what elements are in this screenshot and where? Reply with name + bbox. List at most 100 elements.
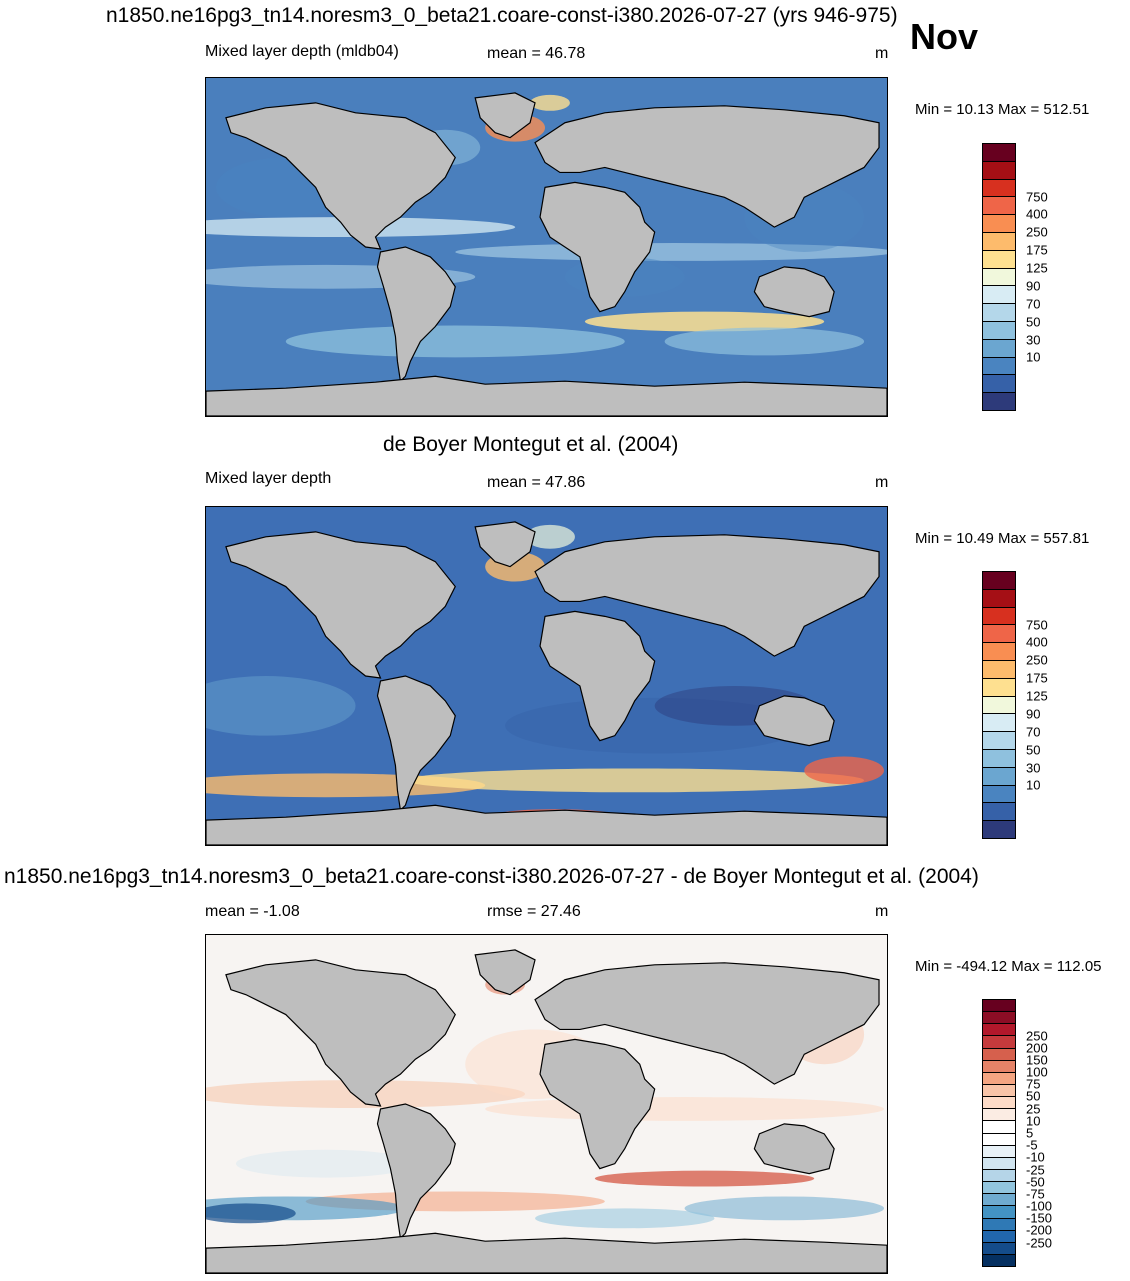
- units-label-model: m: [875, 45, 889, 62]
- colorbar-swatch-model-10: [983, 320, 1015, 339]
- ocean-feature-model-5: [664, 327, 865, 356]
- colorbar-swatch-diff-18: [983, 1217, 1015, 1230]
- colorbar-tick-diff-12: -50: [1026, 1174, 1045, 1190]
- land-south-america-diff: [376, 1103, 456, 1240]
- colorbar-swatch-diff-16: [983, 1193, 1015, 1206]
- map-diff: [205, 934, 888, 1274]
- ocean-feature-model-3: [584, 311, 825, 332]
- colorbar-swatch-obs-3: [983, 624, 1015, 643]
- colorbar-tick-model-9: 10: [1026, 349, 1041, 365]
- colorbar-swatch-diff-0: [983, 1000, 1015, 1012]
- ocean-feature-model-1: [455, 243, 887, 261]
- colorbar-tick-diff-6: 25: [1026, 1101, 1041, 1117]
- colorbar-tick-model-3: 175: [1026, 242, 1048, 258]
- month-label: Nov: [910, 16, 979, 57]
- colorbar-tick-diff-16: -200: [1026, 1222, 1053, 1238]
- colorbar-swatch-obs-10: [983, 748, 1015, 767]
- mean-label-obs: mean = 47.86: [487, 474, 586, 491]
- colorbar-swatch-obs-7: [983, 695, 1015, 714]
- colorbar-tick-diff-7: 10: [1026, 1113, 1041, 1129]
- land-eurasia-obs: [534, 534, 880, 657]
- colorbar-swatch-obs-13: [983, 802, 1015, 821]
- map-model: [205, 77, 888, 417]
- mean-label-model: mean = 46.78: [487, 45, 586, 62]
- ocean-feature-obs-2: [804, 756, 885, 785]
- colorbar-swatch-model-4: [983, 214, 1015, 232]
- colorbar-swatch-diff-14: [983, 1168, 1015, 1182]
- colorbar-swatch-obs-11: [983, 766, 1015, 785]
- ocean-feature-diff-7: [206, 1203, 296, 1224]
- colorbar-swatch-model-7: [983, 267, 1015, 286]
- colorbar-tick-model-1: 400: [1026, 206, 1048, 222]
- colorbar-tick-obs-7: 50: [1026, 742, 1041, 758]
- colorbar-swatch-model-8: [983, 285, 1015, 304]
- colorbar-swatch-diff-21: [983, 1253, 1015, 1267]
- colorbar-swatch-model-3: [983, 196, 1015, 215]
- land-antarctica-model: [206, 375, 887, 416]
- mean-label-diff: mean = -1.08: [205, 903, 300, 920]
- variable-label-model: Mixed layer depth (mldb04): [205, 43, 399, 60]
- minmax-label-diff: Min = -494.12 Max = 112.05: [915, 958, 1102, 975]
- rmse-label-diff: rmse = 27.46: [487, 903, 581, 920]
- ocean-feature-diff-8: [535, 1208, 715, 1229]
- colorbar-tick-obs-2: 250: [1026, 652, 1048, 668]
- colorbar-diff: [982, 999, 1016, 1267]
- land-africa-model: [539, 181, 656, 313]
- colorbar-swatch-model-1: [983, 160, 1015, 179]
- colorbar-swatch-diff-4: [983, 1047, 1015, 1060]
- colorbar-swatch-model-9: [983, 303, 1015, 321]
- land-greenland-model: [474, 92, 536, 139]
- colorbar-swatch-model-13: [983, 374, 1015, 393]
- colorbar-swatch-obs-8: [983, 713, 1015, 732]
- ocean-feature-obs-9: [206, 676, 356, 736]
- colorbar-tick-diff-0: 250: [1026, 1028, 1048, 1044]
- ocean-feature-diff-3: [594, 1170, 815, 1187]
- units-label-obs: m: [875, 474, 889, 491]
- colorbar-tick-model-2: 250: [1026, 224, 1048, 240]
- colorbar-tick-model-0: 750: [1026, 189, 1048, 205]
- ocean-feature-diff-6: [684, 1196, 885, 1221]
- colorbar-swatch-diff-5: [983, 1059, 1015, 1072]
- land-australia-model: [753, 266, 835, 318]
- ocean-feature-obs-1: [405, 768, 865, 793]
- colorbar-tick-obs-3: 175: [1026, 670, 1048, 686]
- colorbar-swatch-obs-1: [983, 588, 1015, 607]
- panel-title-diff: n1850.ne16pg3_tn14.noresm3_0_beta21.coar…: [4, 865, 979, 888]
- map-obs: [205, 506, 888, 846]
- land-antarctica-obs: [206, 804, 887, 845]
- colorbar-swatch-diff-6: [983, 1071, 1015, 1084]
- colorbar-tick-obs-9: 10: [1026, 777, 1041, 793]
- colorbar-swatch-obs-4: [983, 642, 1015, 660]
- colorbar-swatch-diff-2: [983, 1023, 1015, 1036]
- minmax-label-obs: Min = 10.49 Max = 557.81: [915, 530, 1090, 547]
- map-svg-model: [206, 78, 887, 416]
- colorbar-swatch-diff-10: [983, 1120, 1015, 1133]
- colorbar-tick-diff-3: 100: [1026, 1064, 1048, 1080]
- colorbar-tick-diff-11: -25: [1026, 1162, 1045, 1178]
- land-australia-obs: [753, 695, 835, 747]
- land-north-america-diff: [225, 959, 456, 1107]
- colorbar-swatch-obs-12: [983, 784, 1015, 803]
- land-eurasia-model: [534, 105, 880, 228]
- colorbar-tick-diff-17: -250: [1026, 1235, 1053, 1251]
- colorbar-tick-diff-9: -5: [1026, 1137, 1038, 1153]
- colorbar-tick-diff-4: 75: [1026, 1076, 1041, 1092]
- land-greenland-diff: [474, 949, 536, 996]
- colorbar-swatch-diff-11: [983, 1132, 1015, 1145]
- colorbar-tick-diff-5: 50: [1026, 1088, 1041, 1104]
- colorbar-model: [982, 143, 1016, 411]
- land-north-america-model: [225, 102, 456, 250]
- colorbar-swatch-diff-19: [983, 1229, 1015, 1242]
- colorbar-swatch-diff-7: [983, 1083, 1015, 1097]
- colorbar-obs: [982, 571, 1016, 839]
- colorbar-tick-obs-5: 90: [1026, 706, 1041, 722]
- colorbar-tick-model-5: 90: [1026, 278, 1041, 294]
- colorbar-swatch-model-2: [983, 178, 1015, 197]
- land-south-america-model: [376, 246, 456, 383]
- ocean-feature-obs-7: [505, 697, 805, 754]
- land-greenland-obs: [474, 521, 536, 568]
- colorbar-swatch-diff-13: [983, 1156, 1015, 1169]
- land-south-america-obs: [376, 675, 456, 812]
- colorbar-swatch-model-12: [983, 356, 1015, 375]
- colorbar-tick-diff-14: -100: [1026, 1198, 1053, 1214]
